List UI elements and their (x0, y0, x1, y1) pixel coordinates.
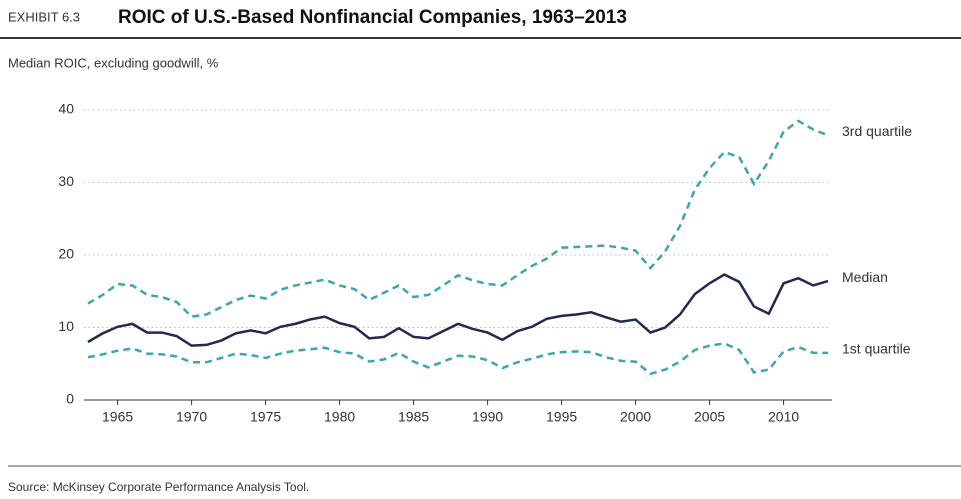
source: Source: McKinsey Corporate Performance A… (8, 480, 309, 494)
series-label: Median (842, 269, 888, 285)
x-tick-label: 1995 (546, 409, 577, 425)
y-tick-label: 40 (58, 101, 74, 117)
exhibit-label: EXHIBIT 6.3 (8, 9, 80, 24)
x-tick-label: 1965 (102, 409, 133, 425)
x-tick-label: 2005 (694, 409, 725, 425)
y-tick-label: 30 (58, 173, 74, 189)
x-tick-label: 2010 (768, 409, 799, 425)
chart-title: ROIC of U.S.-Based Nonfinancial Companie… (118, 7, 627, 28)
x-tick-label: 1990 (472, 409, 503, 425)
x-tick-label: 2000 (620, 409, 651, 425)
y-tick-label: 10 (58, 318, 74, 334)
series-line (87, 119, 829, 318)
y-tick-label: 20 (58, 246, 74, 262)
series-label: 3rd quartile (842, 123, 912, 139)
series-line (87, 273, 829, 347)
x-tick-label: 1975 (250, 409, 281, 425)
y-tick-label: 0 (66, 391, 74, 407)
x-tick-label: 1970 (176, 409, 207, 425)
series-label: 1st quartile (842, 341, 911, 357)
y-axis-label: Median ROIC, excluding goodwill, % (8, 55, 219, 70)
x-tick-label: 1985 (398, 409, 429, 425)
series-line (87, 342, 828, 376)
x-tick-label: 1980 (324, 409, 355, 425)
